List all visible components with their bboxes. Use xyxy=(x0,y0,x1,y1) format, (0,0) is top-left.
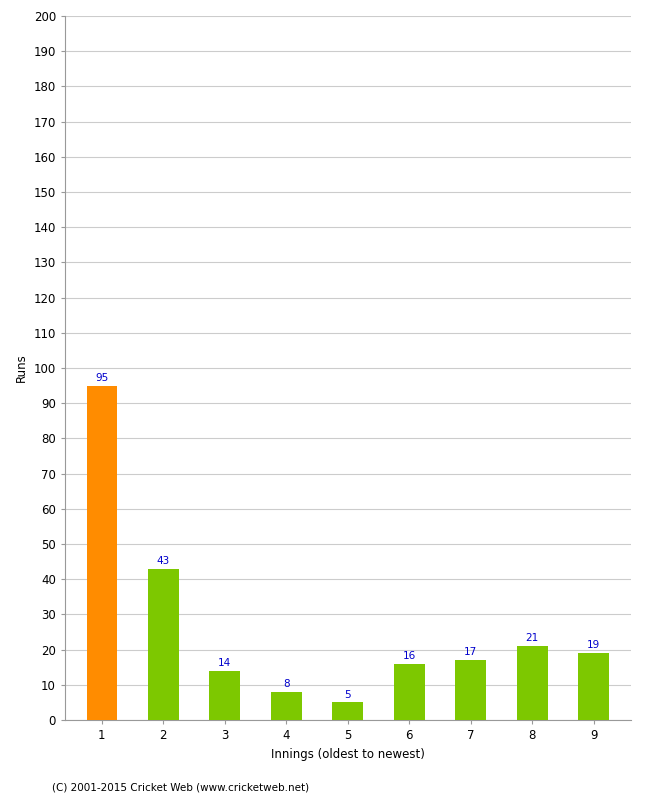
Bar xyxy=(578,653,609,720)
Text: 16: 16 xyxy=(402,651,416,661)
Text: 21: 21 xyxy=(526,634,539,643)
Text: 14: 14 xyxy=(218,658,231,668)
X-axis label: Innings (oldest to newest): Innings (oldest to newest) xyxy=(271,747,424,761)
Text: 8: 8 xyxy=(283,679,290,689)
Text: 19: 19 xyxy=(587,640,600,650)
Text: 43: 43 xyxy=(157,556,170,566)
Bar xyxy=(332,702,363,720)
Bar xyxy=(86,386,117,720)
Bar xyxy=(455,660,486,720)
Y-axis label: Runs: Runs xyxy=(15,354,28,382)
Bar xyxy=(209,670,240,720)
Text: (C) 2001-2015 Cricket Web (www.cricketweb.net): (C) 2001-2015 Cricket Web (www.cricketwe… xyxy=(52,782,309,792)
Text: 5: 5 xyxy=(344,690,351,699)
Bar xyxy=(517,646,547,720)
Bar xyxy=(271,692,302,720)
Bar xyxy=(148,569,179,720)
Text: 17: 17 xyxy=(464,647,477,658)
Text: 95: 95 xyxy=(96,373,109,382)
Bar xyxy=(394,664,424,720)
